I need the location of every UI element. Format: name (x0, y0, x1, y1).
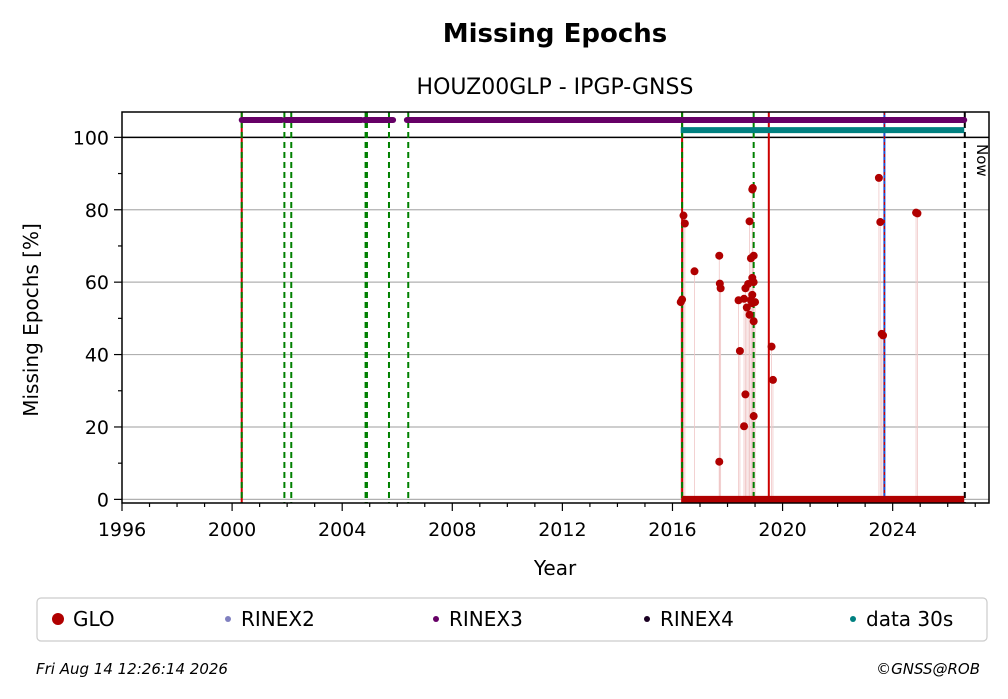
now-label: Now (973, 144, 991, 177)
glo-point (879, 331, 888, 340)
glo-point (679, 211, 688, 220)
glo-point (748, 273, 757, 282)
x-tick-label: 2000 (208, 519, 256, 541)
y-tick-label: 20 (85, 417, 109, 439)
y-tick-label: 0 (97, 489, 109, 511)
glo-point (745, 310, 754, 319)
legend-label-rinex4: RINEX4 (660, 607, 734, 631)
x-tick-label: 2020 (758, 519, 806, 541)
legend-marker-rinex2 (225, 616, 231, 622)
glo-point (680, 219, 689, 228)
glo-point (735, 346, 744, 355)
legend-frame (36, 597, 988, 642)
x-tick-label: 2012 (538, 519, 586, 541)
y-tick-label: 80 (85, 200, 109, 222)
glo-point (876, 218, 885, 227)
glo-point (678, 295, 687, 304)
y-ticks: 0 20 40 60 80 100 (73, 127, 122, 511)
y-tick-label: 100 (73, 127, 109, 149)
glo-point (745, 217, 754, 226)
glo-point (740, 422, 749, 431)
glo-point (716, 284, 725, 293)
glo-point (715, 251, 724, 260)
x-tick-label: 2016 (648, 519, 696, 541)
x-tick-label: 2008 (428, 519, 476, 541)
legend-marker-rinex3 (433, 616, 439, 622)
glo-point (751, 298, 760, 307)
vertical-lines-layer (240, 112, 966, 503)
glo-point (913, 209, 922, 218)
x-tick-label: 2004 (318, 519, 366, 541)
glo-point (690, 267, 699, 276)
chart-subtitle: HOUZ00GLP - IPGP-GNSS (417, 75, 694, 100)
glo-point (767, 342, 776, 351)
glo-point (748, 290, 757, 299)
glo-point (749, 251, 758, 260)
glo-point (874, 173, 883, 182)
y-axis-label: Missing Epochs [%] (19, 223, 43, 417)
bands-layer (238, 116, 968, 503)
glo-point (749, 317, 758, 326)
x-axis-label: Year (533, 556, 577, 580)
legend-marker-rinex4 (644, 616, 650, 622)
y-tick-label: 60 (85, 272, 109, 294)
legend-label-glo: GLO (73, 607, 115, 631)
glo-point (742, 303, 751, 312)
footer-copyright: ©GNSS@ROB (876, 660, 980, 678)
points-layer (676, 173, 922, 466)
legend-marker-data-30s (850, 616, 856, 622)
x-ticks: 1996 2000 2004 2008 2012 2016 2020 2024 (98, 503, 976, 541)
glo-point (741, 390, 750, 399)
chart-title: Missing Epochs (443, 19, 667, 49)
footer-timestamp: Fri Aug 14 12:26:14 2026 (36, 660, 228, 678)
x-tick-label: 2024 (868, 519, 916, 541)
glo-point (749, 412, 758, 421)
legend: GLO RINEX2 RINEX3 RINEX4 data 30s (36, 597, 988, 642)
grid-layer (122, 136, 989, 500)
glo-point (715, 457, 724, 466)
plot-frame (121, 111, 990, 504)
legend-marker-glo (52, 613, 64, 625)
x-tick-label: 1996 (98, 519, 146, 541)
legend-label-rinex2: RINEX2 (241, 607, 315, 631)
glo-point (748, 184, 757, 193)
glo-point (768, 375, 777, 384)
y-tick-label: 40 (85, 345, 109, 367)
legend-label-rinex3: RINEX3 (449, 607, 523, 631)
legend-label-data-30s: data 30s (866, 607, 953, 631)
glo-point (740, 294, 749, 303)
